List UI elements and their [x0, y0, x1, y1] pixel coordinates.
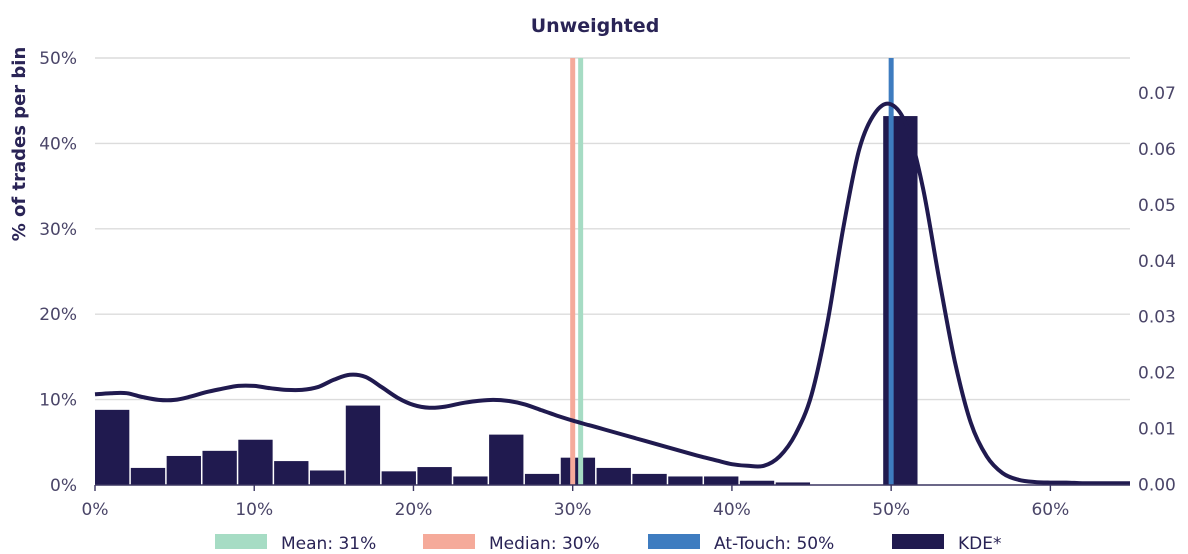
chart-title: Unweighted — [531, 15, 660, 37]
y2-tick-label: 0.06 — [1138, 140, 1176, 160]
legend-label: At-Touch: 50% — [714, 534, 834, 554]
y-tick-label: 20% — [39, 305, 77, 325]
histogram-bar — [95, 409, 130, 485]
grid-lines — [95, 57, 1130, 401]
histogram-bar — [274, 461, 309, 485]
x-tick-label: 30% — [554, 500, 592, 520]
histogram-bar — [238, 439, 273, 485]
y-axis-label: % of trades per bin — [9, 47, 30, 242]
legend-item: KDE* — [892, 534, 1001, 554]
histogram-bar — [560, 457, 596, 485]
histogram-bar — [381, 471, 416, 485]
legend-swatch — [423, 534, 475, 549]
y2-tick-label: 0.00 — [1138, 475, 1176, 495]
legend-label: Mean: 31% — [281, 534, 376, 554]
x-tick-label: 10% — [235, 500, 273, 520]
x-tick-label: 0% — [82, 500, 109, 520]
legend-swatch — [215, 534, 267, 549]
histogram-bar — [775, 482, 811, 485]
histogram-bar — [345, 405, 381, 485]
kde-curve — [94, 101, 1130, 486]
y-tick-label: 0% — [50, 476, 77, 496]
legend-label: KDE* — [958, 534, 1001, 554]
histogram-bar — [489, 434, 524, 485]
histogram-bars — [95, 116, 918, 486]
histogram-bar — [130, 467, 166, 485]
histogram-bar — [524, 473, 560, 485]
reference-lines — [570, 58, 894, 485]
legend-item: Median: 30% — [423, 534, 600, 554]
legend-label: Median: 30% — [489, 534, 600, 554]
y-tick-label: 10% — [39, 391, 77, 411]
y2-tick-label: 0.04 — [1138, 252, 1176, 272]
legend-item: At-Touch: 50% — [648, 534, 834, 554]
histogram-bar — [739, 480, 775, 485]
x-tick-label: 20% — [395, 500, 433, 520]
legend: Mean: 31% Median: 30% At-Touch: 50% KDE* — [215, 534, 1001, 554]
histogram-bar — [202, 450, 237, 485]
y-tick-label: 50% — [39, 49, 77, 69]
histogram-bar — [309, 470, 345, 485]
histogram-bar — [596, 467, 631, 485]
histogram-bar — [632, 473, 667, 485]
histogram-bar — [453, 476, 488, 485]
legend-item: Mean: 31% — [215, 534, 376, 554]
y2-tick-label: 0.03 — [1138, 308, 1176, 328]
y-tick-label: 40% — [39, 134, 77, 154]
histogram-bar — [883, 116, 918, 486]
y2-tick-label: 0.07 — [1138, 84, 1176, 104]
y2-tick-label: 0.02 — [1138, 364, 1176, 384]
legend-swatch — [648, 534, 700, 549]
y-tick-label: 30% — [39, 220, 77, 240]
y2-tick-label: 0.05 — [1138, 196, 1176, 216]
y2-tick-label: 0.01 — [1138, 419, 1176, 439]
histogram-bar — [668, 476, 703, 485]
x-tick-label: 40% — [713, 500, 751, 520]
histogram-bar — [704, 476, 739, 485]
histogram-bar — [417, 467, 452, 485]
kde-curve-group — [94, 101, 1130, 486]
axes: 0% 10% 20% 30% 40% 50% 0.00 0.01 0.02 0.03 0.04 0.0… — [39, 49, 1176, 520]
x-tick-label: 60% — [1031, 500, 1069, 520]
x-tick-label: 50% — [872, 500, 910, 520]
legend-swatch — [892, 534, 944, 549]
histogram-bar — [166, 455, 201, 485]
